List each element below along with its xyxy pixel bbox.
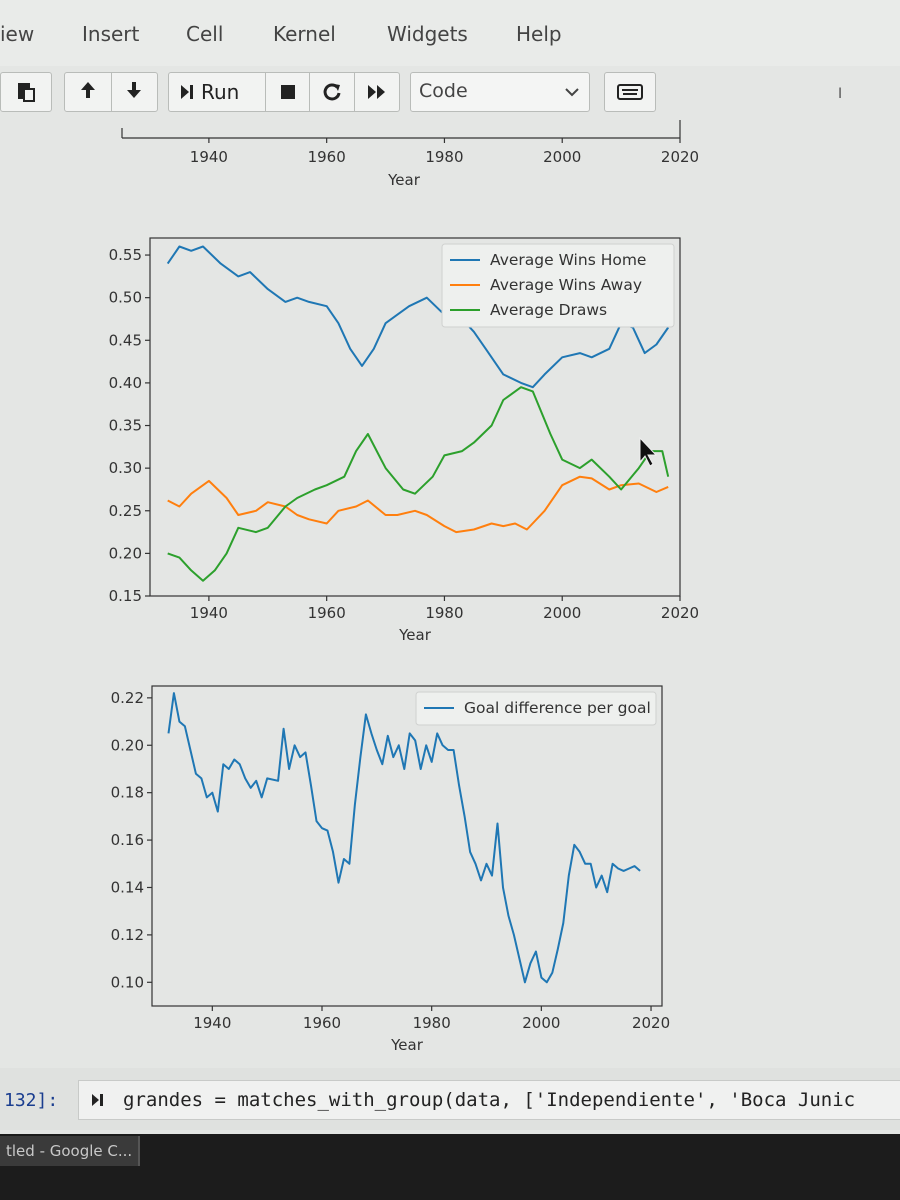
series-line-average-draws — [167, 386, 670, 582]
stop-icon — [280, 85, 295, 99]
y-tick-label: 0.50 — [109, 289, 142, 307]
run-button[interactable]: Run — [169, 80, 265, 104]
x-tick-label: 1980 — [413, 1014, 451, 1032]
paste-icon — [18, 83, 35, 102]
x-tick-label: 1940 — [190, 148, 228, 166]
y-tick-label: 0.45 — [109, 331, 142, 349]
kernel-indicator: I — [838, 86, 843, 102]
y-tick-label: 0.55 — [109, 246, 142, 264]
move-up-button[interactable] — [65, 80, 111, 105]
series-line-average-wins-home — [166, 245, 670, 389]
arrow-up-icon — [80, 81, 95, 98]
run-all-button[interactable] — [355, 83, 399, 101]
x-axis-label: Year — [398, 626, 432, 644]
paste-button[interactable] — [0, 72, 52, 112]
x-tick-label: 2000 — [543, 604, 581, 622]
legend-label: Average Wins Away — [490, 276, 642, 294]
run-cell-icon[interactable] — [91, 1093, 105, 1107]
notebook-output-area: 1940 1960 1980 2000 2020 Year 0.15 0.20 0.25 0.3… — [109, 120, 699, 1054]
x-axis-label: Year — [387, 171, 421, 189]
stop-button[interactable] — [266, 83, 310, 101]
y-tick-label: 0.25 — [109, 502, 142, 520]
keyboard-icon — [617, 84, 643, 100]
y-tick-label: 0.12 — [111, 926, 144, 944]
goal-difference-chart: 0.10 0.12 0.14 0.16 0.18 0.20 0.22 1940 1960 198… — [111, 685, 670, 1054]
fast-forward-icon — [368, 85, 386, 99]
menu-help[interactable]: Help — [516, 22, 562, 46]
x-tick-label: 1960 — [308, 148, 346, 166]
move-down-button[interactable] — [111, 80, 157, 105]
y-tick-label: 0.20 — [111, 736, 144, 754]
code-text: grandes = matches_with_group(data, ['Ind… — [123, 1089, 856, 1111]
series-line-average-wins-away — [167, 475, 669, 534]
toolbar: Run I — [0, 66, 900, 126]
legend-box — [415, 691, 657, 726]
y-tick-label: 0.14 — [111, 878, 144, 896]
legend-label: Goal difference per goal — [464, 699, 651, 717]
x-tick-label: 1960 — [303, 1014, 341, 1032]
menu-widgets[interactable]: Widgets — [387, 22, 468, 46]
y-tick-label: 0.16 — [111, 831, 144, 849]
series-line-goal-difference-per-goal — [167, 692, 641, 984]
menu-cell[interactable]: Cell — [186, 22, 224, 46]
x-tick-label: 2000 — [543, 148, 581, 166]
y-tick-label: 0.18 — [111, 784, 144, 802]
os-taskbar: tled - Google C... — [0, 1134, 900, 1200]
code-cell: 132]: grandes = matches_with_group(data,… — [0, 1068, 900, 1130]
cell-prompt: 132]: — [4, 1090, 59, 1111]
x-tick-label: 2020 — [661, 604, 699, 622]
legend-label: Average Draws — [490, 301, 607, 319]
y-tick-label: 0.20 — [109, 544, 142, 562]
restart-icon — [323, 83, 341, 101]
y-tick-label: 0.22 — [111, 689, 144, 707]
y-tick-label: 0.30 — [109, 459, 142, 477]
arrow-down-icon — [127, 81, 142, 98]
move-buttons-group — [64, 72, 158, 112]
mouse-cursor-icon — [639, 436, 658, 467]
code-editor[interactable]: grandes = matches_with_group(data, ['Ind… — [78, 1080, 900, 1120]
menu-kernel[interactable]: Kernel — [273, 22, 336, 46]
menu-view[interactable]: iew — [0, 22, 35, 46]
step-run-icon — [181, 85, 193, 99]
cell-type-value: Code — [419, 80, 468, 102]
y-tick-label: 0.15 — [109, 587, 142, 605]
taskbar-item-browser[interactable]: tled - Google C... — [0, 1136, 140, 1166]
y-tick-label: 0.40 — [109, 374, 142, 392]
chevron-down-icon — [565, 88, 579, 97]
restart-button[interactable] — [310, 82, 354, 102]
x-axis-label: Year — [390, 1036, 424, 1054]
x-tick-label: 2020 — [632, 1014, 670, 1032]
run-label: Run — [201, 80, 240, 104]
command-palette-button[interactable] — [604, 72, 656, 112]
menu-bar: iew Insert Cell Kernel Widgets Help — [0, 0, 900, 66]
run-controls-group: Run — [168, 72, 400, 112]
wins-draws-chart: 0.15 0.20 0.25 0.30 0.35 0.40 0.45 0.50 0.55 194… — [109, 237, 699, 644]
y-tick-label: 0.10 — [111, 973, 144, 991]
x-tick-label: 2020 — [661, 148, 699, 166]
x-tick-label: 1980 — [425, 148, 463, 166]
x-tick-label: 1940 — [193, 1014, 231, 1032]
x-tick-label: 1940 — [190, 604, 228, 622]
x-tick-label: 1960 — [308, 604, 346, 622]
cell-type-select[interactable]: Code — [410, 72, 590, 112]
x-tick-label: 2000 — [522, 1014, 560, 1032]
previous-chart-fragment: 1940 1960 1980 2000 2020 Year — [121, 120, 699, 189]
legend-label: Average Wins Home — [490, 251, 646, 269]
legend-box — [441, 243, 675, 328]
x-tick-label: 1980 — [425, 604, 463, 622]
menu-insert[interactable]: Insert — [82, 22, 140, 46]
y-tick-label: 0.35 — [109, 417, 142, 435]
